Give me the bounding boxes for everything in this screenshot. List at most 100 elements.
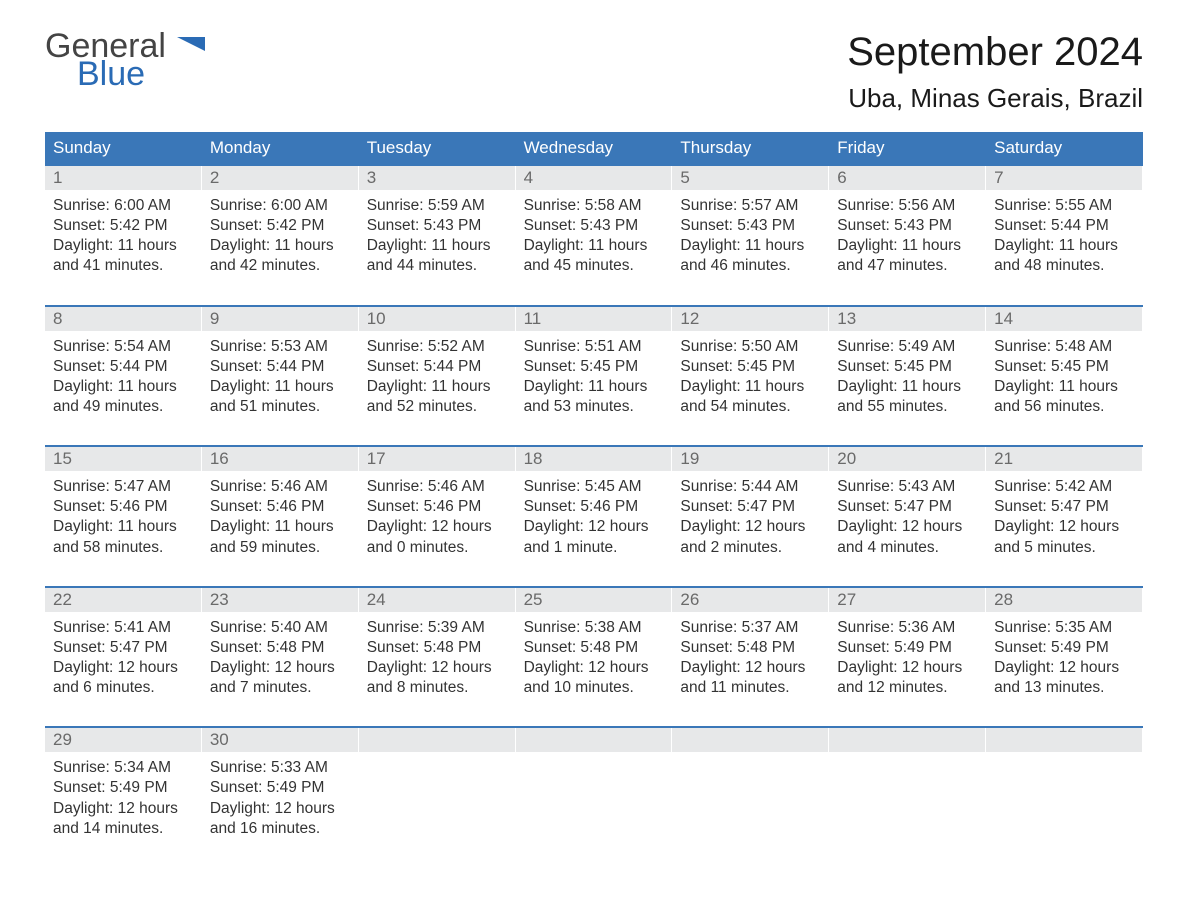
weekday-header: Sunday Monday Tuesday Wednesday Thursday… xyxy=(45,132,1143,164)
day-daylight2: and 58 minutes. xyxy=(53,538,194,558)
day-sunset: Sunset: 5:49 PM xyxy=(53,778,194,798)
day-sunrise: Sunrise: 5:36 AM xyxy=(837,618,978,638)
weekday-label: Friday xyxy=(829,132,986,164)
day-content: Sunrise: 5:48 AMSunset: 5:45 PMDaylight:… xyxy=(986,331,1143,418)
day-sunrise: Sunrise: 5:41 AM xyxy=(53,618,194,638)
weekday-label: Monday xyxy=(202,132,359,164)
day-number: 14 xyxy=(986,307,1143,331)
day-cell: 6Sunrise: 5:56 AMSunset: 5:43 PMDaylight… xyxy=(829,166,986,277)
day-cell: 5Sunrise: 5:57 AMSunset: 5:43 PMDaylight… xyxy=(672,166,829,277)
day-number: 12 xyxy=(672,307,829,331)
day-sunset: Sunset: 5:49 PM xyxy=(837,638,978,658)
day-sunrise: Sunrise: 5:45 AM xyxy=(524,477,665,497)
day-cell: 15Sunrise: 5:47 AMSunset: 5:46 PMDayligh… xyxy=(45,447,202,558)
week-row: 15Sunrise: 5:47 AMSunset: 5:46 PMDayligh… xyxy=(45,445,1143,558)
day-cell: 1Sunrise: 6:00 AMSunset: 5:42 PMDaylight… xyxy=(45,166,202,277)
day-sunset: Sunset: 5:45 PM xyxy=(994,357,1135,377)
title-block: September 2024 Uba, Minas Gerais, Brazil xyxy=(847,30,1143,114)
day-sunset: Sunset: 5:48 PM xyxy=(524,638,665,658)
day-sunrise: Sunrise: 5:56 AM xyxy=(837,196,978,216)
day-sunrise: Sunrise: 5:52 AM xyxy=(367,337,508,357)
day-content: Sunrise: 5:34 AMSunset: 5:49 PMDaylight:… xyxy=(45,752,202,839)
day-daylight1: Daylight: 11 hours xyxy=(210,236,351,256)
day-cell: 12Sunrise: 5:50 AMSunset: 5:45 PMDayligh… xyxy=(672,307,829,418)
day-sunset: Sunset: 5:45 PM xyxy=(524,357,665,377)
day-daylight1: Daylight: 12 hours xyxy=(367,658,508,678)
day-content: Sunrise: 5:57 AMSunset: 5:43 PMDaylight:… xyxy=(672,190,829,277)
day-daylight2: and 46 minutes. xyxy=(680,256,821,276)
day-sunset: Sunset: 5:44 PM xyxy=(210,357,351,377)
day-daylight2: and 56 minutes. xyxy=(994,397,1135,417)
day-daylight2: and 44 minutes. xyxy=(367,256,508,276)
day-cell: 10Sunrise: 5:52 AMSunset: 5:44 PMDayligh… xyxy=(359,307,516,418)
day-number: 6 xyxy=(829,166,986,190)
day-number: 19 xyxy=(672,447,829,471)
day-sunset: Sunset: 5:45 PM xyxy=(837,357,978,377)
week-row: 29Sunrise: 5:34 AMSunset: 5:49 PMDayligh… xyxy=(45,726,1143,839)
day-sunrise: Sunrise: 5:59 AM xyxy=(367,196,508,216)
day-number xyxy=(359,728,516,752)
day-daylight2: and 10 minutes. xyxy=(524,678,665,698)
day-cell xyxy=(359,728,516,839)
day-number: 3 xyxy=(359,166,516,190)
day-cell: 7Sunrise: 5:55 AMSunset: 5:44 PMDaylight… xyxy=(986,166,1143,277)
day-number: 28 xyxy=(986,588,1143,612)
location-title: Uba, Minas Gerais, Brazil xyxy=(847,83,1143,114)
day-content: Sunrise: 5:47 AMSunset: 5:46 PMDaylight:… xyxy=(45,471,202,558)
day-cell: 16Sunrise: 5:46 AMSunset: 5:46 PMDayligh… xyxy=(202,447,359,558)
day-sunrise: Sunrise: 6:00 AM xyxy=(53,196,194,216)
day-cell: 9Sunrise: 5:53 AMSunset: 5:44 PMDaylight… xyxy=(202,307,359,418)
day-number: 20 xyxy=(829,447,986,471)
day-daylight2: and 13 minutes. xyxy=(994,678,1135,698)
day-daylight1: Daylight: 11 hours xyxy=(367,377,508,397)
day-daylight2: and 48 minutes. xyxy=(994,256,1135,276)
day-daylight1: Daylight: 11 hours xyxy=(210,517,351,537)
day-sunset: Sunset: 5:45 PM xyxy=(680,357,821,377)
day-sunrise: Sunrise: 5:33 AM xyxy=(210,758,351,778)
day-sunrise: Sunrise: 5:48 AM xyxy=(994,337,1135,357)
day-number: 27 xyxy=(829,588,986,612)
day-cell: 20Sunrise: 5:43 AMSunset: 5:47 PMDayligh… xyxy=(829,447,986,558)
day-sunrise: Sunrise: 5:34 AM xyxy=(53,758,194,778)
day-sunset: Sunset: 5:49 PM xyxy=(210,778,351,798)
day-number: 2 xyxy=(202,166,359,190)
day-cell: 3Sunrise: 5:59 AMSunset: 5:43 PMDaylight… xyxy=(359,166,516,277)
header: General Blue September 2024 Uba, Minas G… xyxy=(45,30,1143,114)
day-sunrise: Sunrise: 5:35 AM xyxy=(994,618,1135,638)
day-content: Sunrise: 5:35 AMSunset: 5:49 PMDaylight:… xyxy=(986,612,1143,699)
day-daylight2: and 6 minutes. xyxy=(53,678,194,698)
day-number: 1 xyxy=(45,166,202,190)
day-daylight1: Daylight: 12 hours xyxy=(524,517,665,537)
day-sunset: Sunset: 5:47 PM xyxy=(680,497,821,517)
day-daylight2: and 42 minutes. xyxy=(210,256,351,276)
day-cell: 27Sunrise: 5:36 AMSunset: 5:49 PMDayligh… xyxy=(829,588,986,699)
day-daylight2: and 55 minutes. xyxy=(837,397,978,417)
day-daylight1: Daylight: 12 hours xyxy=(210,658,351,678)
day-sunset: Sunset: 5:48 PM xyxy=(210,638,351,658)
day-content: Sunrise: 5:46 AMSunset: 5:46 PMDaylight:… xyxy=(359,471,516,558)
logo-flag-icon xyxy=(177,30,205,50)
day-content: Sunrise: 5:36 AMSunset: 5:49 PMDaylight:… xyxy=(829,612,986,699)
day-sunrise: Sunrise: 5:46 AM xyxy=(210,477,351,497)
day-content: Sunrise: 5:33 AMSunset: 5:49 PMDaylight:… xyxy=(202,752,359,839)
day-cell: 18Sunrise: 5:45 AMSunset: 5:46 PMDayligh… xyxy=(516,447,673,558)
weekday-label: Thursday xyxy=(672,132,829,164)
day-number xyxy=(829,728,986,752)
day-content: Sunrise: 5:52 AMSunset: 5:44 PMDaylight:… xyxy=(359,331,516,418)
day-daylight1: Daylight: 12 hours xyxy=(994,658,1135,678)
day-cell xyxy=(516,728,673,839)
day-daylight1: Daylight: 12 hours xyxy=(367,517,508,537)
day-daylight2: and 16 minutes. xyxy=(210,819,351,839)
day-number: 11 xyxy=(516,307,673,331)
day-cell: 14Sunrise: 5:48 AMSunset: 5:45 PMDayligh… xyxy=(986,307,1143,418)
day-daylight1: Daylight: 11 hours xyxy=(210,377,351,397)
day-number: 16 xyxy=(202,447,359,471)
day-cell: 2Sunrise: 6:00 AMSunset: 5:42 PMDaylight… xyxy=(202,166,359,277)
day-sunset: Sunset: 5:48 PM xyxy=(680,638,821,658)
day-daylight2: and 11 minutes. xyxy=(680,678,821,698)
day-sunrise: Sunrise: 5:54 AM xyxy=(53,337,194,357)
day-sunrise: Sunrise: 5:38 AM xyxy=(524,618,665,638)
day-content: Sunrise: 5:42 AMSunset: 5:47 PMDaylight:… xyxy=(986,471,1143,558)
day-sunrise: Sunrise: 5:47 AM xyxy=(53,477,194,497)
day-cell: 28Sunrise: 5:35 AMSunset: 5:49 PMDayligh… xyxy=(986,588,1143,699)
